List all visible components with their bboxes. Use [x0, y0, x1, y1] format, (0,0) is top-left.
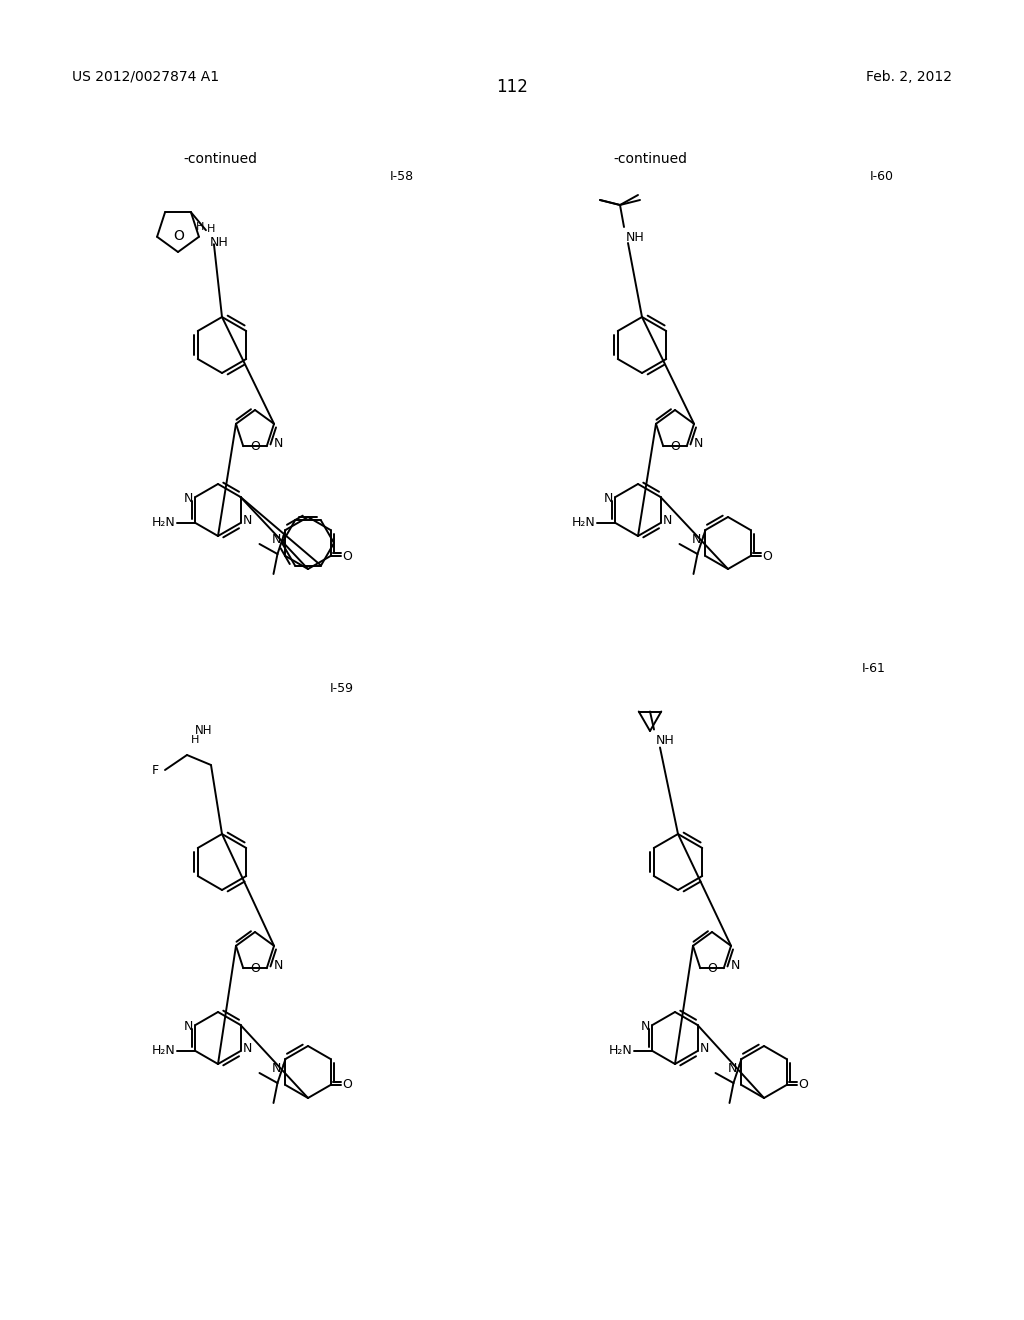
Text: O: O [173, 228, 184, 243]
Text: Feb. 2, 2012: Feb. 2, 2012 [866, 70, 952, 84]
Text: I-60: I-60 [870, 170, 894, 183]
Text: O: O [342, 549, 352, 562]
Text: O: O [342, 1078, 352, 1092]
Text: N: N [604, 492, 613, 506]
Text: N: N [272, 1063, 282, 1074]
Text: N: N [184, 492, 194, 506]
Text: H₂N: H₂N [608, 1044, 633, 1057]
Text: NH: NH [195, 723, 213, 737]
Text: H: H [196, 222, 204, 232]
Text: N: N [243, 1043, 252, 1056]
Text: H: H [207, 224, 215, 234]
Text: O: O [708, 962, 717, 974]
Text: NH: NH [210, 236, 228, 249]
Text: F: F [152, 763, 159, 776]
Text: 112: 112 [496, 78, 528, 96]
Text: H₂N: H₂N [152, 516, 175, 529]
Text: O: O [799, 1078, 808, 1092]
Text: O: O [763, 549, 772, 562]
Text: N: N [731, 958, 740, 972]
Text: N: N [273, 958, 283, 972]
Text: H₂N: H₂N [152, 1044, 175, 1057]
Text: O: O [671, 440, 680, 453]
Text: H₂N: H₂N [571, 516, 596, 529]
Text: US 2012/0027874 A1: US 2012/0027874 A1 [72, 70, 219, 84]
Text: N: N [273, 437, 283, 450]
Text: N: N [641, 1020, 650, 1034]
Text: H: H [191, 735, 200, 744]
Text: N: N [663, 515, 672, 528]
Text: N: N [693, 437, 703, 450]
Text: I-59: I-59 [330, 682, 354, 696]
Text: -continued: -continued [613, 152, 687, 166]
Text: N: N [243, 515, 252, 528]
Text: N: N [728, 1063, 737, 1074]
Text: N: N [272, 533, 282, 546]
Text: N: N [184, 1020, 194, 1034]
Text: O: O [250, 962, 260, 974]
Text: N: N [699, 1043, 709, 1056]
Text: I-61: I-61 [862, 663, 886, 675]
Text: N: N [692, 533, 701, 546]
Text: NH: NH [626, 231, 645, 244]
Text: NH: NH [656, 734, 675, 747]
Text: O: O [250, 440, 260, 453]
Text: I-58: I-58 [390, 170, 414, 183]
Text: -continued: -continued [183, 152, 257, 166]
